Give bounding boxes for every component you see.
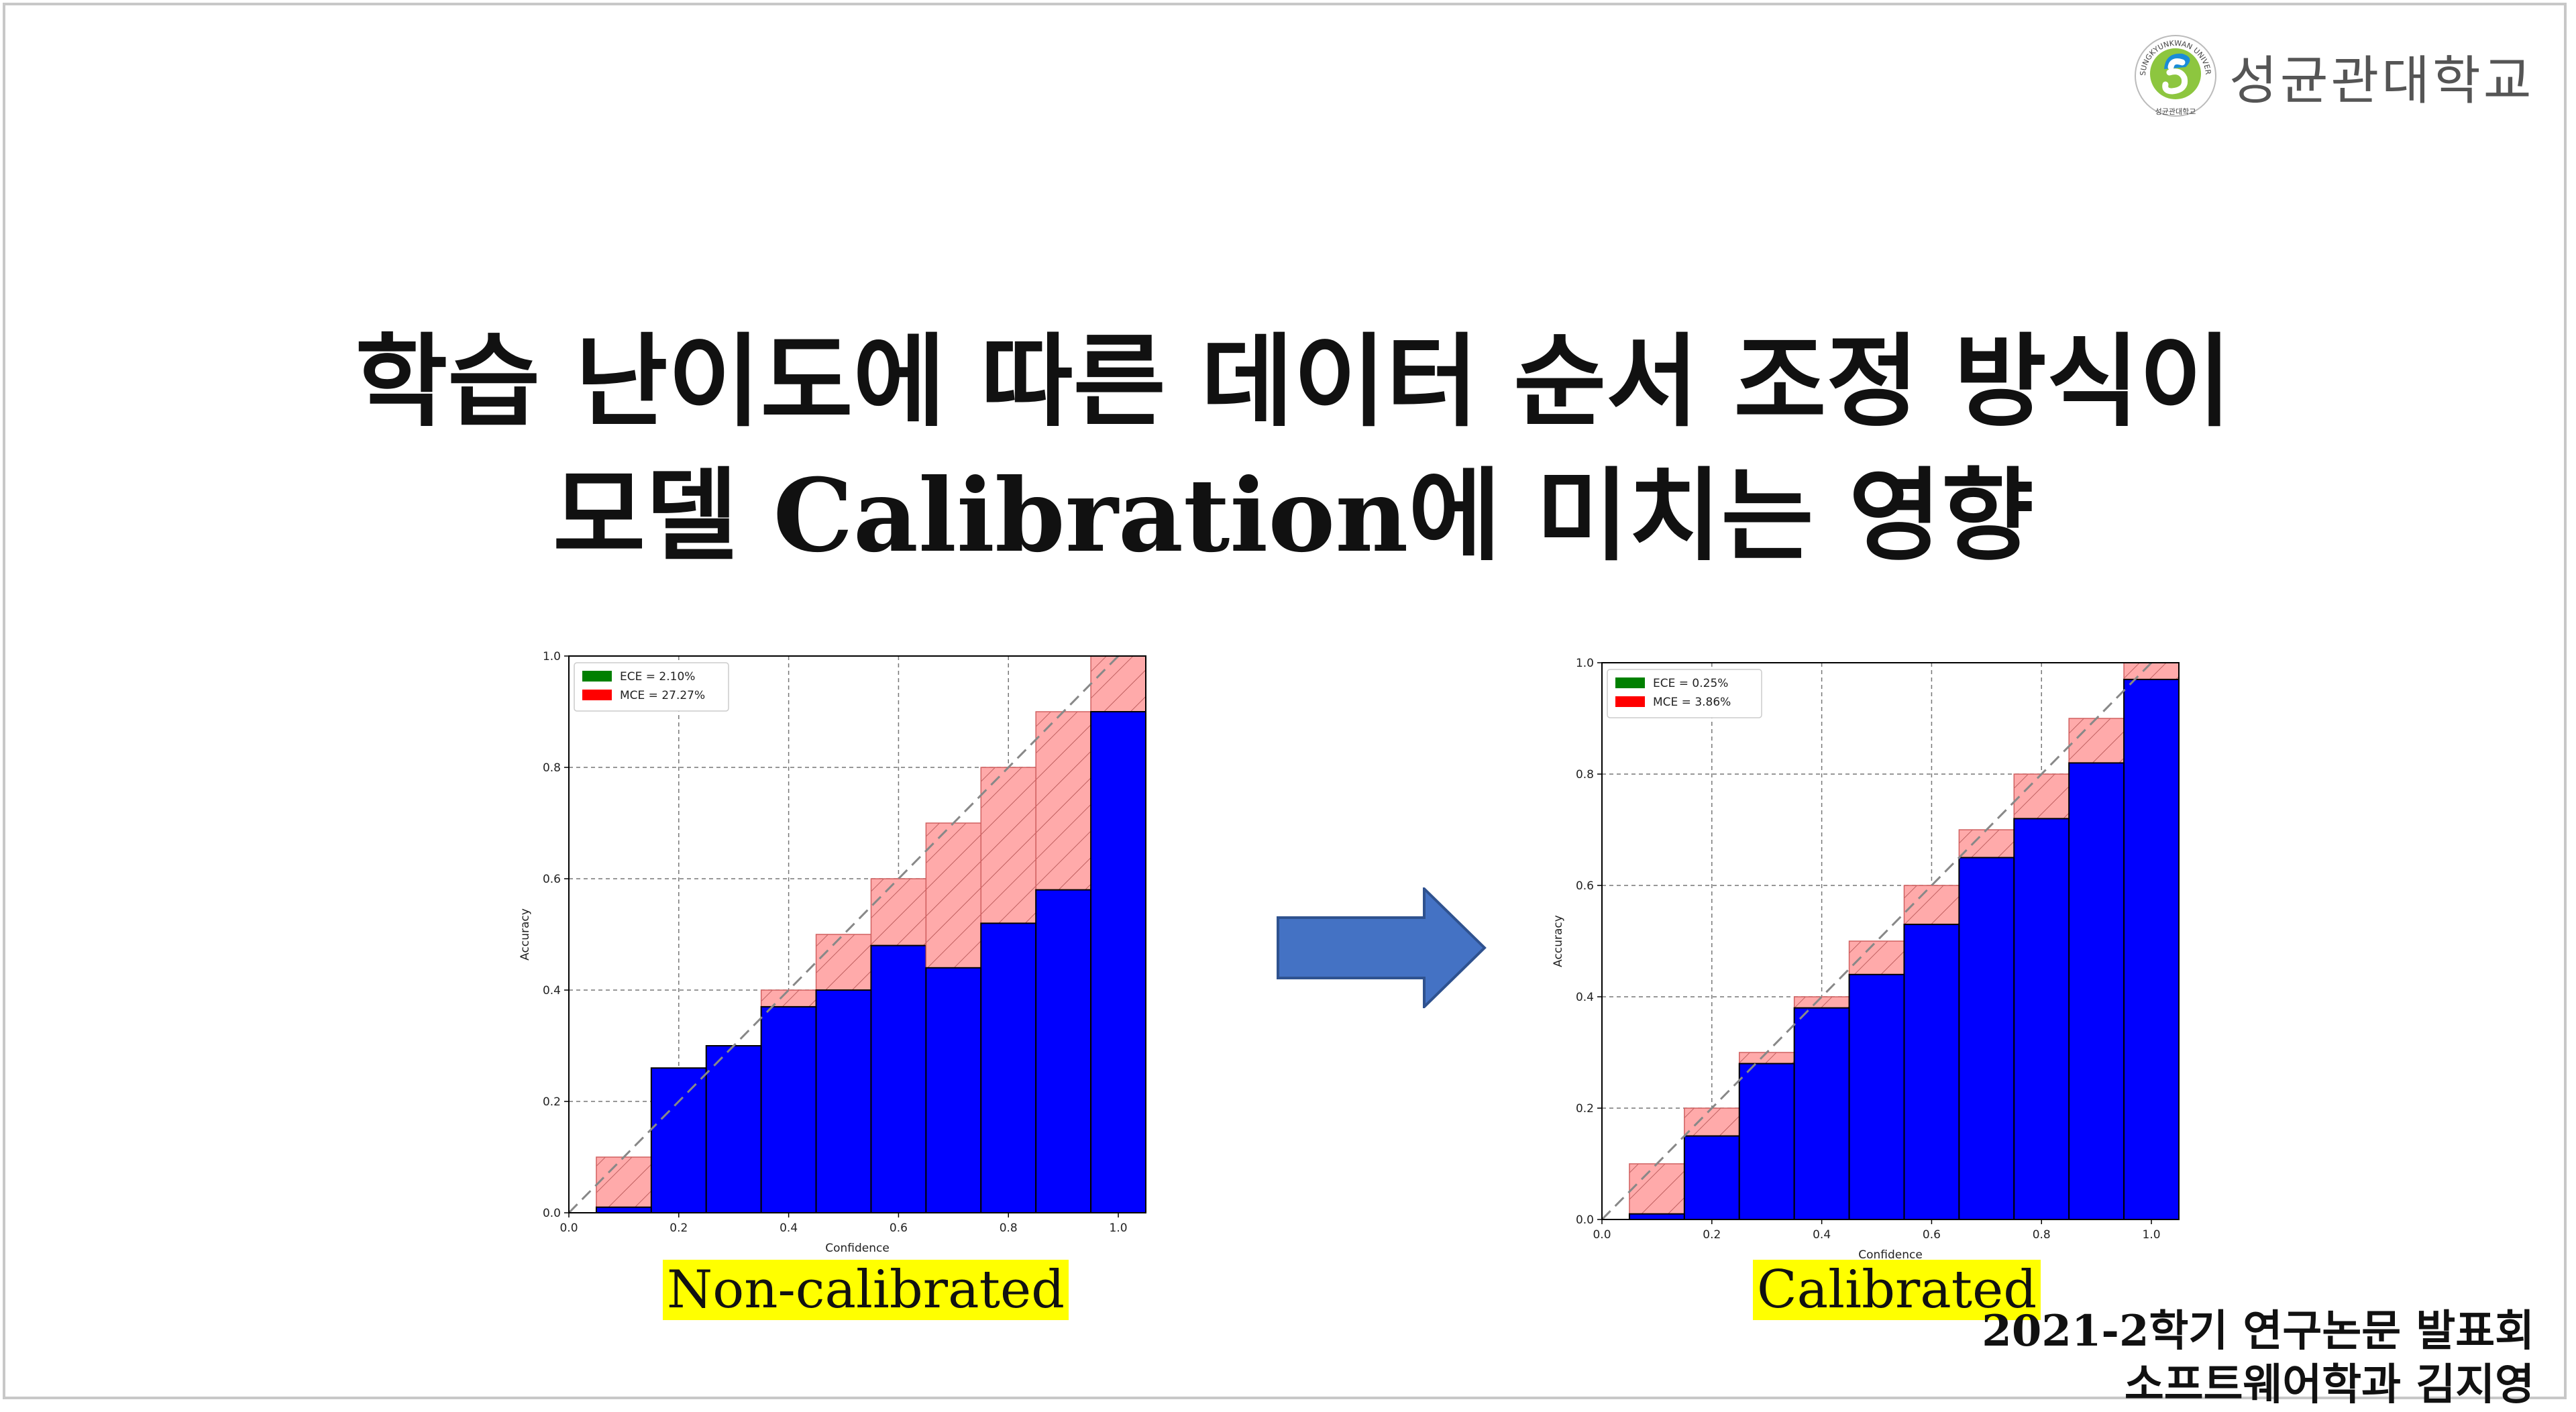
accuracy-bar (870, 944, 927, 1213)
x-tick-label: 0.6 (1923, 1228, 1941, 1242)
gap-bar (1090, 655, 1146, 712)
accuracy-bar (2013, 818, 2070, 1220)
gap-bar (870, 878, 927, 946)
logo-sub-text: 성균관대학교 (2155, 107, 2196, 116)
slide: SUNGKYUNKWAN UNIVERSITY 성균관대학교 성균관대학교 학습… (3, 3, 2567, 1410)
gap-bar (1629, 1163, 1685, 1215)
accuracy-bar (1903, 924, 1960, 1220)
x-tick-label: 0.4 (1813, 1228, 1831, 1242)
slide-title-line-1: 학습 난이도에 따른 데이터 순서 조정 방식이 (355, 323, 2232, 441)
y-tick-label: 1.0 (1576, 657, 1594, 670)
plot-frame (1601, 662, 2180, 1220)
x-axis-label: Confidence (1858, 1248, 1923, 1262)
y-tick-label: 0.0 (543, 1207, 561, 1220)
legend: ECE = 2.10% MCE = 27.27% (574, 662, 729, 712)
reliability-chart-non-calibrated: 0.0 0.2 0.4 0.6 0.8 1.0 0.0 0.2 0.4 0.6 0.8 1.0 Conf… (519, 650, 1146, 1255)
accuracy-bar (1035, 889, 1092, 1213)
y-tick-label: 0.6 (543, 873, 561, 886)
x-axis-label: Confidence (825, 1242, 890, 1255)
gap-bar (1035, 711, 1091, 891)
plot-frame (568, 655, 1146, 1213)
y-axis-label: Accuracy (519, 908, 532, 961)
legend-label-ece: ECE = 2.10% (620, 670, 695, 684)
y-tick-label: 0.2 (543, 1095, 561, 1109)
gap-bar (815, 934, 872, 991)
x-tick-label: 1.0 (2143, 1228, 2161, 1242)
accuracy-bar (1958, 857, 2015, 1220)
accuracy-bar (2123, 678, 2180, 1220)
y-tick-label: 0.6 (1576, 879, 1594, 893)
footer-event: 2021-2학기 연구논문 발표회 (1982, 1306, 2534, 1356)
accuracy-bar (705, 1045, 762, 1213)
accuracy-bar (595, 1206, 652, 1214)
x-tick-label: 0.0 (1593, 1228, 1611, 1242)
x-tick-label: 0.6 (890, 1221, 908, 1235)
logo-text: 성균관대학교 (2229, 51, 2534, 111)
legend-swatch-ece (1615, 677, 1645, 688)
gap-bar (2068, 718, 2125, 764)
gap-bar (1958, 829, 2015, 859)
university-logo: SUNGKYUNKWAN UNIVERSITY 성균관대학교 성균관대학교 (2129, 25, 2561, 119)
y-tick-label: 0.4 (1576, 991, 1594, 1004)
accuracy-bar (1090, 711, 1146, 1213)
accuracy-bar (980, 922, 1037, 1213)
accuracy-bar (650, 1067, 707, 1214)
y-tick-label: 0.4 (543, 984, 561, 997)
accuracy-bar (2068, 762, 2125, 1220)
accuracy-bar (1793, 1007, 1850, 1220)
x-tick-label: 0.2 (1703, 1228, 1721, 1242)
accuracy-bar (925, 967, 982, 1213)
right-arrow-icon (1277, 887, 1487, 1008)
y-tick-label: 0.8 (1576, 768, 1594, 781)
accuracy-bar (1683, 1135, 1740, 1220)
legend-swatch-mce (1615, 696, 1645, 707)
caption-calibrated: Calibrated (1753, 1260, 2041, 1320)
legend-swatch-ece (582, 671, 612, 682)
gap-bar (1848, 940, 1905, 975)
legend-label-ece: ECE = 0.25% (1653, 677, 1728, 690)
gap-bar (2123, 662, 2180, 680)
gap-bar (1739, 1052, 1795, 1065)
gap-bar (596, 1156, 652, 1208)
reliability-chart-calibrated: 0.0 0.2 0.4 0.6 0.8 1.0 0.0 0.2 0.4 0.6 0.8 1.0 Conf… (1552, 657, 2180, 1262)
accuracy-bar (1848, 973, 1905, 1220)
gap-bar (760, 989, 817, 1008)
legend-label-mce: MCE = 3.86% (1653, 696, 1731, 709)
caption-non-calibrated: Non-calibrated (663, 1260, 1069, 1320)
x-tick-label: 0.8 (1000, 1221, 1018, 1235)
x-tick-label: 0.8 (2033, 1228, 2051, 1242)
accuracy-bar (1628, 1213, 1685, 1221)
gap-bar (1793, 996, 1850, 1009)
x-tick-label: 0.2 (669, 1221, 688, 1235)
gap-bar (925, 822, 982, 969)
accuracy-bar (760, 1006, 817, 1214)
x-tick-label: 1.0 (1110, 1221, 1128, 1235)
footer-author: 소프트웨어학과 김지영 (2124, 1360, 2534, 1410)
y-axis-label: Accuracy (1552, 915, 1565, 967)
accuracy-bar (1738, 1063, 1795, 1220)
y-tick-label: 0.2 (1576, 1102, 1594, 1116)
legend-swatch-mce (582, 690, 612, 700)
y-tick-label: 0.8 (543, 761, 561, 775)
x-tick-label: 0.0 (559, 1221, 578, 1235)
y-tick-label: 0.0 (1576, 1213, 1594, 1227)
slide-title-line-2: 모델 Calibration에 미치는 영향 (553, 457, 2034, 575)
legend: ECE = 0.25% MCE = 3.86% (1607, 669, 1762, 718)
university-emblem-icon: SUNGKYUNKWAN UNIVERSITY 성균관대학교 (2129, 25, 2216, 117)
legend-label-mce: MCE = 27.27% (620, 689, 705, 702)
gap-bar (980, 767, 1036, 924)
accuracy-bar (815, 989, 872, 1213)
gap-bar (2013, 773, 2070, 820)
y-tick-label: 1.0 (543, 650, 561, 663)
gap-bar (1684, 1107, 1740, 1137)
x-tick-label: 0.4 (780, 1221, 798, 1235)
